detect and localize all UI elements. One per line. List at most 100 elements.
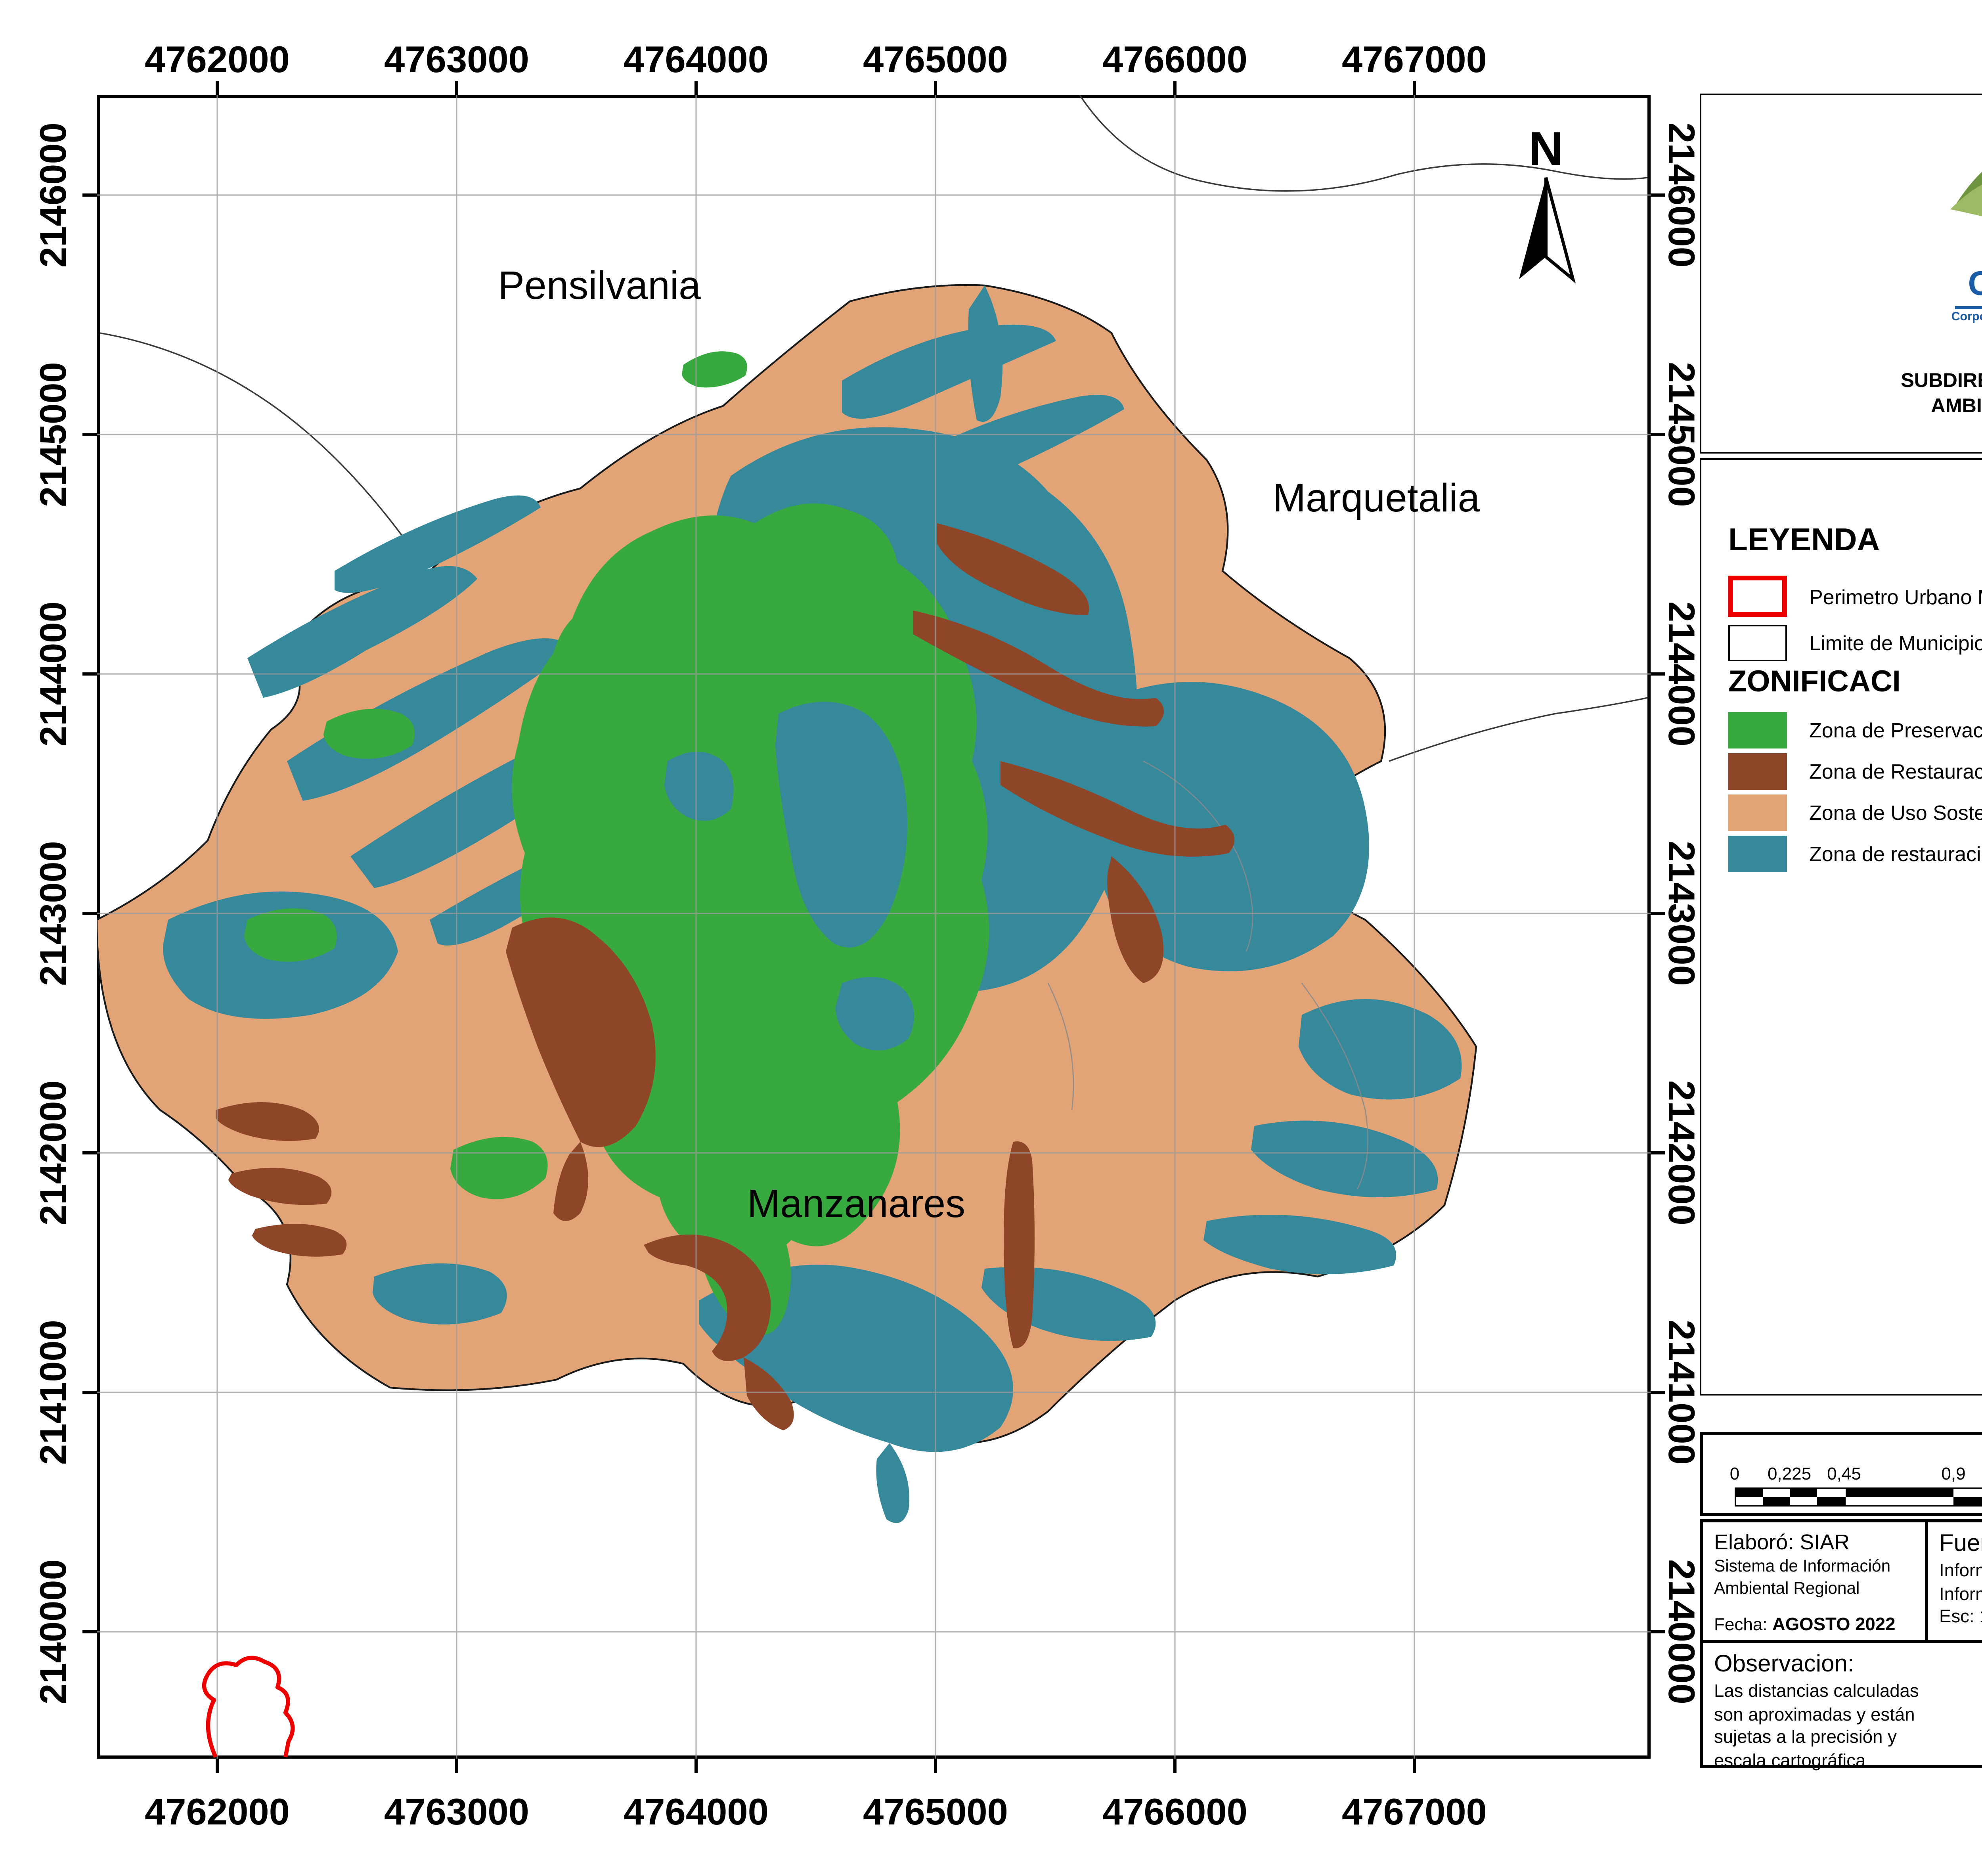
y-axis-label-right: 2142000 (1661, 1080, 1702, 1225)
legend-item-label: Zona de Preservacion (1809, 718, 1982, 741)
scalebar-tick-label: 0,45 (1827, 1465, 1861, 1484)
y-axis-label-left: 2142000 (33, 1080, 74, 1225)
y-axis-label-right: 2143000 (1661, 841, 1702, 986)
y-axis-label-right: 2144000 (1661, 601, 1702, 747)
legend-item-label: Zona de Uso Sostenible (1809, 800, 1982, 824)
zona-restauracion-swatch (1728, 752, 1787, 789)
title-block-box: Corpocaldas Corporación Autónoma Regiona… (1700, 94, 1982, 454)
observacion-line2: son aproximadas y están (1714, 1706, 1915, 1725)
legend-item-zona-preservacion: Zona de Preservacion (1728, 709, 1982, 750)
credits-row-divider (1703, 1640, 1982, 1643)
observacion-line3: sujetas a la precisión y (1714, 1729, 1897, 1748)
y-axis-label-left: 2146000 (33, 123, 74, 268)
legend-box: LEYENDA Perimetro Urbano Municipios de C… (1700, 458, 1982, 1396)
elaboro-title: Elaboró: SIAR (1714, 1530, 1850, 1554)
perimetro-urbano-outline (202, 1656, 295, 1758)
north-label: N (1529, 124, 1563, 176)
perimetro-urbano-swatch (1728, 576, 1787, 617)
x-axis-label-top: 4762000 (145, 39, 290, 80)
credits-col-divider-top (1925, 1522, 1928, 1640)
legend-item-label: Zona de restauración (1809, 841, 1982, 865)
legend-item-limite-municipios: Limite de Municipios de Caldas (1728, 622, 1982, 663)
zona-preservacion-swatch (1728, 711, 1787, 748)
x-axis-label-bottom: 4767000 (1342, 1791, 1487, 1832)
x-axis-label-bottom: 4762000 (145, 1791, 290, 1832)
y-axis-label-left: 2144000 (33, 601, 74, 747)
fuente-line1: Información cartográfica base IGAC Esc: … (1939, 1562, 1982, 1581)
y-axis-label-left: 2141000 (33, 1320, 74, 1465)
department-title: SUBDIRECCIÓN DE PLANIFICACION AMBIENTAL … (1701, 368, 1982, 420)
zonification-map-canvas (97, 95, 1651, 1759)
x-axis-label-bottom: 4765000 (863, 1791, 1008, 1832)
fecha-line: Fecha: AGOSTO 2022 (1714, 1617, 1914, 1636)
y-axis-label-right: 2146000 (1661, 123, 1702, 268)
credits-table: Elaboró: SIAR Sistema de Información Amb… (1700, 1519, 1982, 1772)
legend-item-perimetro-urbano: Perimetro Urbano Municipios de Caldas (1728, 576, 1982, 617)
x-axis-label-top: 4767000 (1342, 39, 1487, 80)
interior-subboundary-lines (1047, 760, 1369, 1190)
x-axis-label-bottom: 4766000 (1102, 1791, 1247, 1832)
elaboro-line1: Sistema de Información (1714, 1557, 1891, 1576)
legend-item-zona-restauracion-teal: Zona de restauración (1728, 833, 1982, 874)
fuente-line2: Información cartográfica tematica CORPOC… (1939, 1585, 1982, 1604)
scalebar-row-top (1736, 1489, 1982, 1497)
observacion-title: Observacion: (1714, 1651, 1854, 1678)
legend-item-zona-restauracion: Zona de Restauración (1728, 750, 1982, 791)
observacion-line4: escala cartográfica (1714, 1752, 1866, 1772)
place-label-marquetalia: Marquetalia (1272, 477, 1480, 521)
y-axis-label-left: 2143000 (33, 841, 74, 986)
zone-restauracion-teal-inner (664, 702, 914, 1051)
scalebar-tick-label: 0,225 (1767, 1465, 1812, 1484)
limite-municipios-swatch (1728, 624, 1787, 660)
x-axis-label-bottom: 4763000 (384, 1791, 529, 1832)
org-name-underline (1955, 305, 1982, 309)
corpocaldas-logo-icon (1950, 172, 1982, 216)
org-name: Corpocaldas (1701, 267, 1982, 302)
fuente-cell: Fuente: Información cartográfica base IG… (1928, 1522, 1982, 1640)
scalebar-labels: 0 0,225 0,45 0,9 1,35 1,8 (1730, 1465, 1982, 1484)
scalebar-tick-label: 0,9 (1941, 1465, 1966, 1484)
place-label-manzanares: Manzanares (747, 1182, 966, 1227)
legend-title: LEYENDA (1728, 523, 1880, 558)
x-axis-label-top: 4764000 (624, 39, 769, 80)
north-arrow: N (1509, 124, 1582, 293)
municipal-boundary-lines (99, 95, 1648, 762)
legend-item-label: Limite de Municipios de Caldas (1809, 630, 1982, 654)
x-axis-label-top: 4766000 (1102, 39, 1247, 80)
org-tagline: Corporación Autónoma Regional de Caldas (1951, 308, 1982, 323)
north-arrow-icon (1519, 177, 1576, 283)
place-label-pensilvania: Pensilvania (498, 264, 701, 308)
fecha-label: Fecha: (1714, 1616, 1768, 1636)
fuente-line3: Esc: 1:25.000 (1939, 1608, 1982, 1628)
corpocaldas-logo: Corpocaldas Corporación Autónoma Regiona… (1701, 111, 1982, 322)
department-title-line2: AMBIENTAL DEL TERRITORIO (1931, 395, 1982, 418)
department-title-line1: SUBDIRECCIÓN DE PLANIFICACION (1901, 369, 1982, 392)
legend-item-label: Zona de Restauración (1809, 759, 1982, 783)
observacion-line1: Las distancias calculadas (1714, 1682, 1919, 1701)
y-axis-label-left: 2140000 (33, 1559, 74, 1704)
y-axis-label-left: 2145000 (33, 362, 74, 507)
y-axis-label-right: 2141000 (1661, 1320, 1702, 1465)
y-axis-label-right: 2140000 (1661, 1559, 1702, 1704)
x-axis-label-top: 4765000 (863, 39, 1008, 80)
x-axis-label-top: 4763000 (384, 39, 529, 80)
elaboro-line2: Ambiental Regional (1714, 1579, 1860, 1598)
zona-uso-sostenible-swatch (1728, 794, 1787, 830)
fuente-title: Fuente: (1939, 1530, 1982, 1557)
x-axis-label-bottom: 4764000 (624, 1791, 769, 1832)
zona-restauracion-teal-swatch (1728, 835, 1787, 871)
zone-restauracion-brown (216, 523, 1235, 1430)
graticule-gridlines (97, 95, 1651, 1759)
scalebar (1735, 1487, 1982, 1507)
fecha-value: AGOSTO 2022 (1772, 1616, 1896, 1636)
scalebar-row-bottom (1736, 1497, 1982, 1505)
legend-group-title: ZONIFICACI (1728, 666, 1901, 699)
observacion-cell: Observacion: Las distancias calculadas s… (1703, 1643, 1982, 1772)
scalebar-tick-label: 0 (1729, 1465, 1740, 1484)
elaboro-cell: Elaboró: SIAR Sistema de Información Amb… (1703, 1522, 1925, 1640)
legend-item-zona-uso-sostenible: Zona de Uso Sostenible (1728, 791, 1982, 833)
scale-box: Escala: 1:17.000 0 0,225 0,45 0,9 1,35 1… (1700, 1432, 1982, 1516)
y-axis-label-right: 2145000 (1661, 362, 1702, 507)
legend-item-label: Perimetro Urbano Municipios de Caldas (1809, 584, 1982, 608)
